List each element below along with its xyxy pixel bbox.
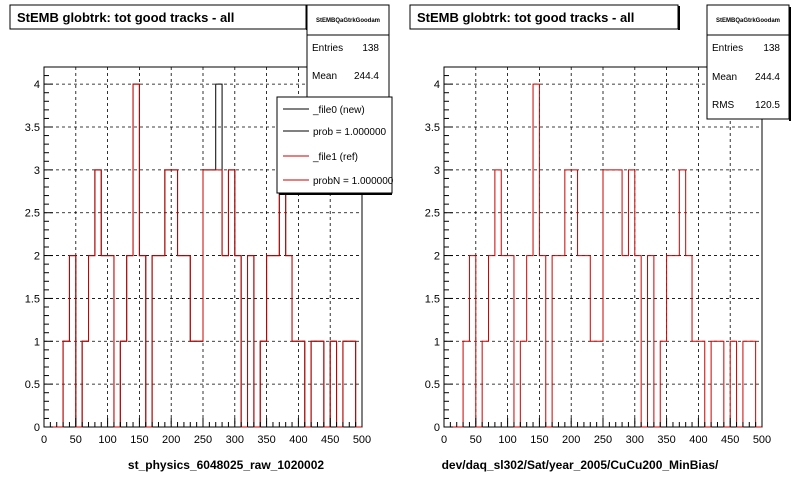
right-y-tick-label-2: 2 [434,251,440,263]
left-x-tick-label-450: 450 [321,434,339,446]
right-y-tick-label-3: 3 [434,165,440,177]
right-x-tick-label-350: 350 [657,434,675,446]
right-x-tick-label-250: 250 [594,434,612,446]
left-x-tick-label-500: 500 [353,434,371,446]
right-x-tick-label-300: 300 [626,434,644,446]
left-stats-entries-value: 138 [362,43,379,54]
left-stats-mean-value: 244.4 [354,71,379,82]
left-title-box [9,4,307,30]
right-y-tick-label-2.5: 2.5 [425,208,440,220]
left-x-tick-label-350: 350 [257,434,275,446]
right-x-tick-label-0: 0 [441,434,447,446]
right-stats-mean-value: 244.4 [755,72,780,83]
right-x-axis-label: dev/daq_sl302/Sat/year_2005/CuCu200_MinB… [442,458,719,472]
right-histogram-pad: 0 50 100 150 200 250 300 350 400 450 500 0 0.5 1 1.5 2 2… [409,4,791,472]
legend-entry-prob: prob = 1.000000 [313,127,387,138]
left-y-tick-label-1: 1 [34,336,40,348]
right-stats-shadow [789,7,791,121]
right-x-tick-label-100: 100 [498,434,516,446]
left-y-tick-label-0.5: 0.5 [25,379,40,391]
left-histogram-pad: 0 50 100 150 200 250 300 350 400 450 500 0 0.5 1 1.5 2 2… [9,4,394,472]
right-chart-title: StEMB globtrk: tot good tracks - all [417,10,634,25]
left-x-axis-label: st_physics_6048025_raw_1020002 [128,458,324,472]
left-x-tick-label-300: 300 [226,434,244,446]
legend-shadow [279,193,392,195]
right-x-tick-label-500: 500 [753,434,771,446]
right-y-tick-label-0.5: 0.5 [425,379,440,391]
legend-entry-ref: _file1 (ref) [312,152,358,163]
right-y-tick-label-0: 0 [434,422,440,434]
right-stats-entries-value: 138 [763,43,780,54]
right-y-tick-label-3.5: 3.5 [425,122,440,134]
right-stats-name: StEMBQaGtrkGoodam [716,18,780,24]
right-x-tick-label-450: 450 [721,434,739,446]
left-x-tick-label-200: 200 [162,434,180,446]
left-x-tick-label-400: 400 [289,434,307,446]
left-x-tick-label-50: 50 [70,434,82,446]
legend-entry-new: _file0 (new) [312,105,365,116]
legend-entry-probn: probN = 1.000000 [313,176,394,187]
right-stats-box [706,4,790,120]
left-y-tick-label-1.5: 1.5 [25,293,40,305]
right-histogram-series [444,83,762,428]
right-x-tick-label-50: 50 [470,434,482,446]
left-stats-mean-label: Mean [312,71,337,82]
right-x-tick-label-400: 400 [689,434,707,446]
left-histogram-line-1 [44,83,362,428]
right-histogram-line-0 [444,83,762,428]
right-y-tick-label-1.5: 1.5 [425,293,440,305]
left-x-tick-label-100: 100 [98,434,116,446]
left-stats-entries-label: Entries [312,43,343,54]
left-y-tick-label-2.5: 2.5 [25,208,40,220]
right-axes: 0 50 100 150 200 250 300 350 400 450 500 0 0.5 1 1.5 2 2… [425,75,771,446]
left-x-tick-label-0: 0 [41,434,47,446]
right-y-tick-label-4: 4 [434,79,440,91]
right-y-tick-label-1: 1 [434,336,440,348]
left-y-tick-label-0: 0 [34,422,40,434]
right-stats-entries-label: Entries [712,43,743,54]
left-x-tick-label-250: 250 [194,434,212,446]
right-stats-rms-value: 120.5 [755,100,780,111]
left-y-tick-label-2: 2 [34,251,40,263]
right-stats-rms-label: RMS [712,100,735,111]
left-stats-name: StEMBQaGtrkGoodam [316,18,380,24]
left-chart-title: StEMB globtrk: tot good tracks - all [17,10,234,25]
left-y-tick-label-4: 4 [34,79,40,91]
left-histogram-series [44,83,362,428]
left-axes: 0 50 100 150 200 250 300 350 400 450 500 0 0.5 1 1.5 2 2… [25,75,371,446]
right-stats-mean-label: Mean [712,72,737,83]
right-x-tick-label-150: 150 [530,434,548,446]
left-y-tick-label-3: 3 [34,165,40,177]
legend-box [276,96,393,194]
right-title-shadow [678,6,680,30]
left-y-tick-label-3.5: 3.5 [25,122,40,134]
right-x-tick-label-200: 200 [562,434,580,446]
left-legend: _file0 (new) prob = 1.000000 _file1 (ref… [276,96,394,195]
left-x-tick-label-150: 150 [130,434,148,446]
left-stats-box [306,4,390,98]
